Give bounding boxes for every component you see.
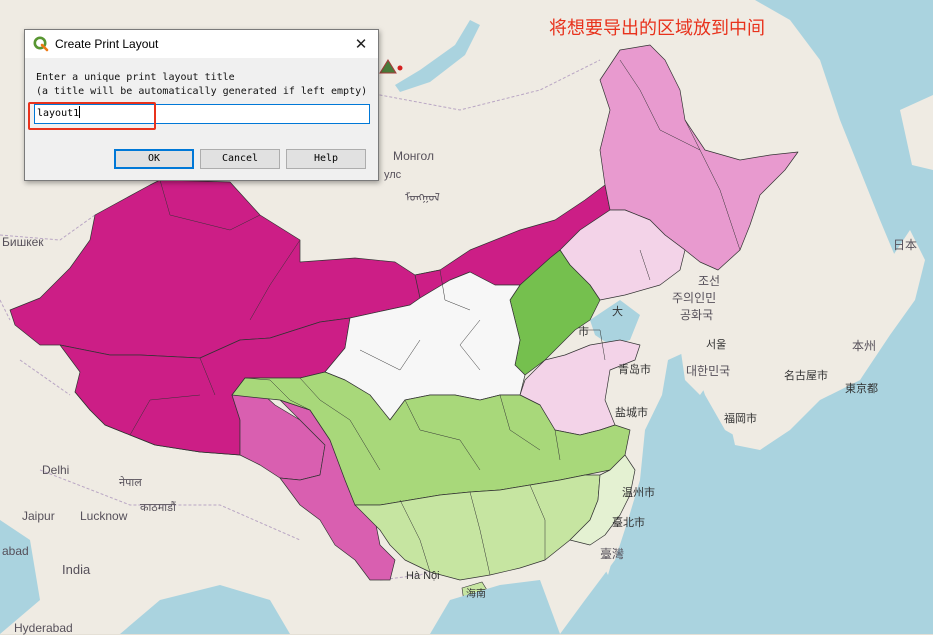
sea-bohai [590,300,640,345]
dialog-message: Enter a unique print layout title (a tit… [36,71,367,99]
japan-hokkaido [900,95,933,170]
layer-marker-dot [397,65,403,71]
map-label-seoul: 서울 [706,339,727,351]
sea-south [430,580,560,634]
map-label-tianjin-frag: 市 [578,326,589,338]
map-label-yancheng: 盐城市 [615,407,648,419]
japan-kyushu [725,395,775,450]
korea-peninsula [660,265,730,395]
sea-east [560,0,933,634]
region-sichuan [231,371,631,506]
dialog-message-line2: (a title will be automatically generated… [36,86,368,97]
annotation-center-area-note: 将想要导出的区域放到中间 [549,18,765,39]
map-label-dalian: 大 [612,306,623,318]
map-label-qingdao: 青岛市 [618,364,651,376]
layout-title-input[interactable]: layout1 [34,104,370,124]
map-label-india: India [62,562,91,577]
region-southeast-coast [569,454,636,546]
map-label-nepal: नेपाल [119,477,142,489]
map-label-lucknow: Lucknow [80,509,128,523]
map-label-wenzhou: 温州市 [622,487,655,499]
qgis-logo-icon [33,36,49,52]
map-label-tokyo: 東京都 [845,383,878,395]
map-label-kathmandu: काठमाडौं [140,502,176,514]
map-label-dpr: 주의인민 [672,291,717,305]
border-lines [0,39,601,581]
create-print-layout-dialog: Create Print Layout ✕ Enter a unique pri… [24,29,379,181]
map-label-taibei: 臺北市 [612,517,645,529]
map-label-taiwan: 臺灣 [600,547,625,561]
dialog-titlebar[interactable]: Create Print Layout ✕ [25,30,378,58]
map-label-mongol-script: ᠮᠤᠩᠭᠤᠯ [405,192,440,204]
map-label-japan: 日本 [893,238,918,252]
sea-arabian [0,520,40,634]
map-label-korea: 대한민국 [686,364,731,378]
text-caret [79,106,81,118]
ok-button[interactable]: OK [114,149,194,169]
sea-bay-of-bengal [120,585,290,634]
map-label-gonghwaguk: 공화국 [680,308,714,322]
help-button[interactable]: Help [286,149,366,169]
internal-boundaries [129,59,741,576]
map-label-ulus: улс [384,169,402,181]
annotation-highlight-box [28,102,156,130]
lake-baikal [395,20,480,92]
layout-title-value: layout1 [37,108,80,119]
dialog-message-line1: Enter a unique print layout title [36,72,235,83]
dialog-title: Create Print Layout [55,37,159,51]
map-label-hanoi: Hà Nội [406,570,440,582]
map-label-bishkek: Бишкек [2,235,44,249]
map-label-hyderabad: Hyderabad [14,621,73,635]
map-label-honshu: 本州 [852,339,877,353]
map-label-mongol: Монгол [393,149,434,163]
close-icon[interactable]: ✕ [354,35,368,53]
map-label-abad: abad [2,544,29,558]
map-label-chosun: 조선 [698,274,721,288]
layer-marker-triangle [379,59,397,74]
cancel-button[interactable]: Cancel [200,149,280,169]
map-label-delhi: Delhi [42,463,70,477]
map-label-fukuoka: 福岡市 [724,413,757,425]
japan-honshu [770,230,925,400]
map-label-jaipur: Jaipur [22,509,55,523]
map-label-hainan: 海南 [466,589,486,600]
map-label-nagoya: 名古屋市 [784,370,828,382]
